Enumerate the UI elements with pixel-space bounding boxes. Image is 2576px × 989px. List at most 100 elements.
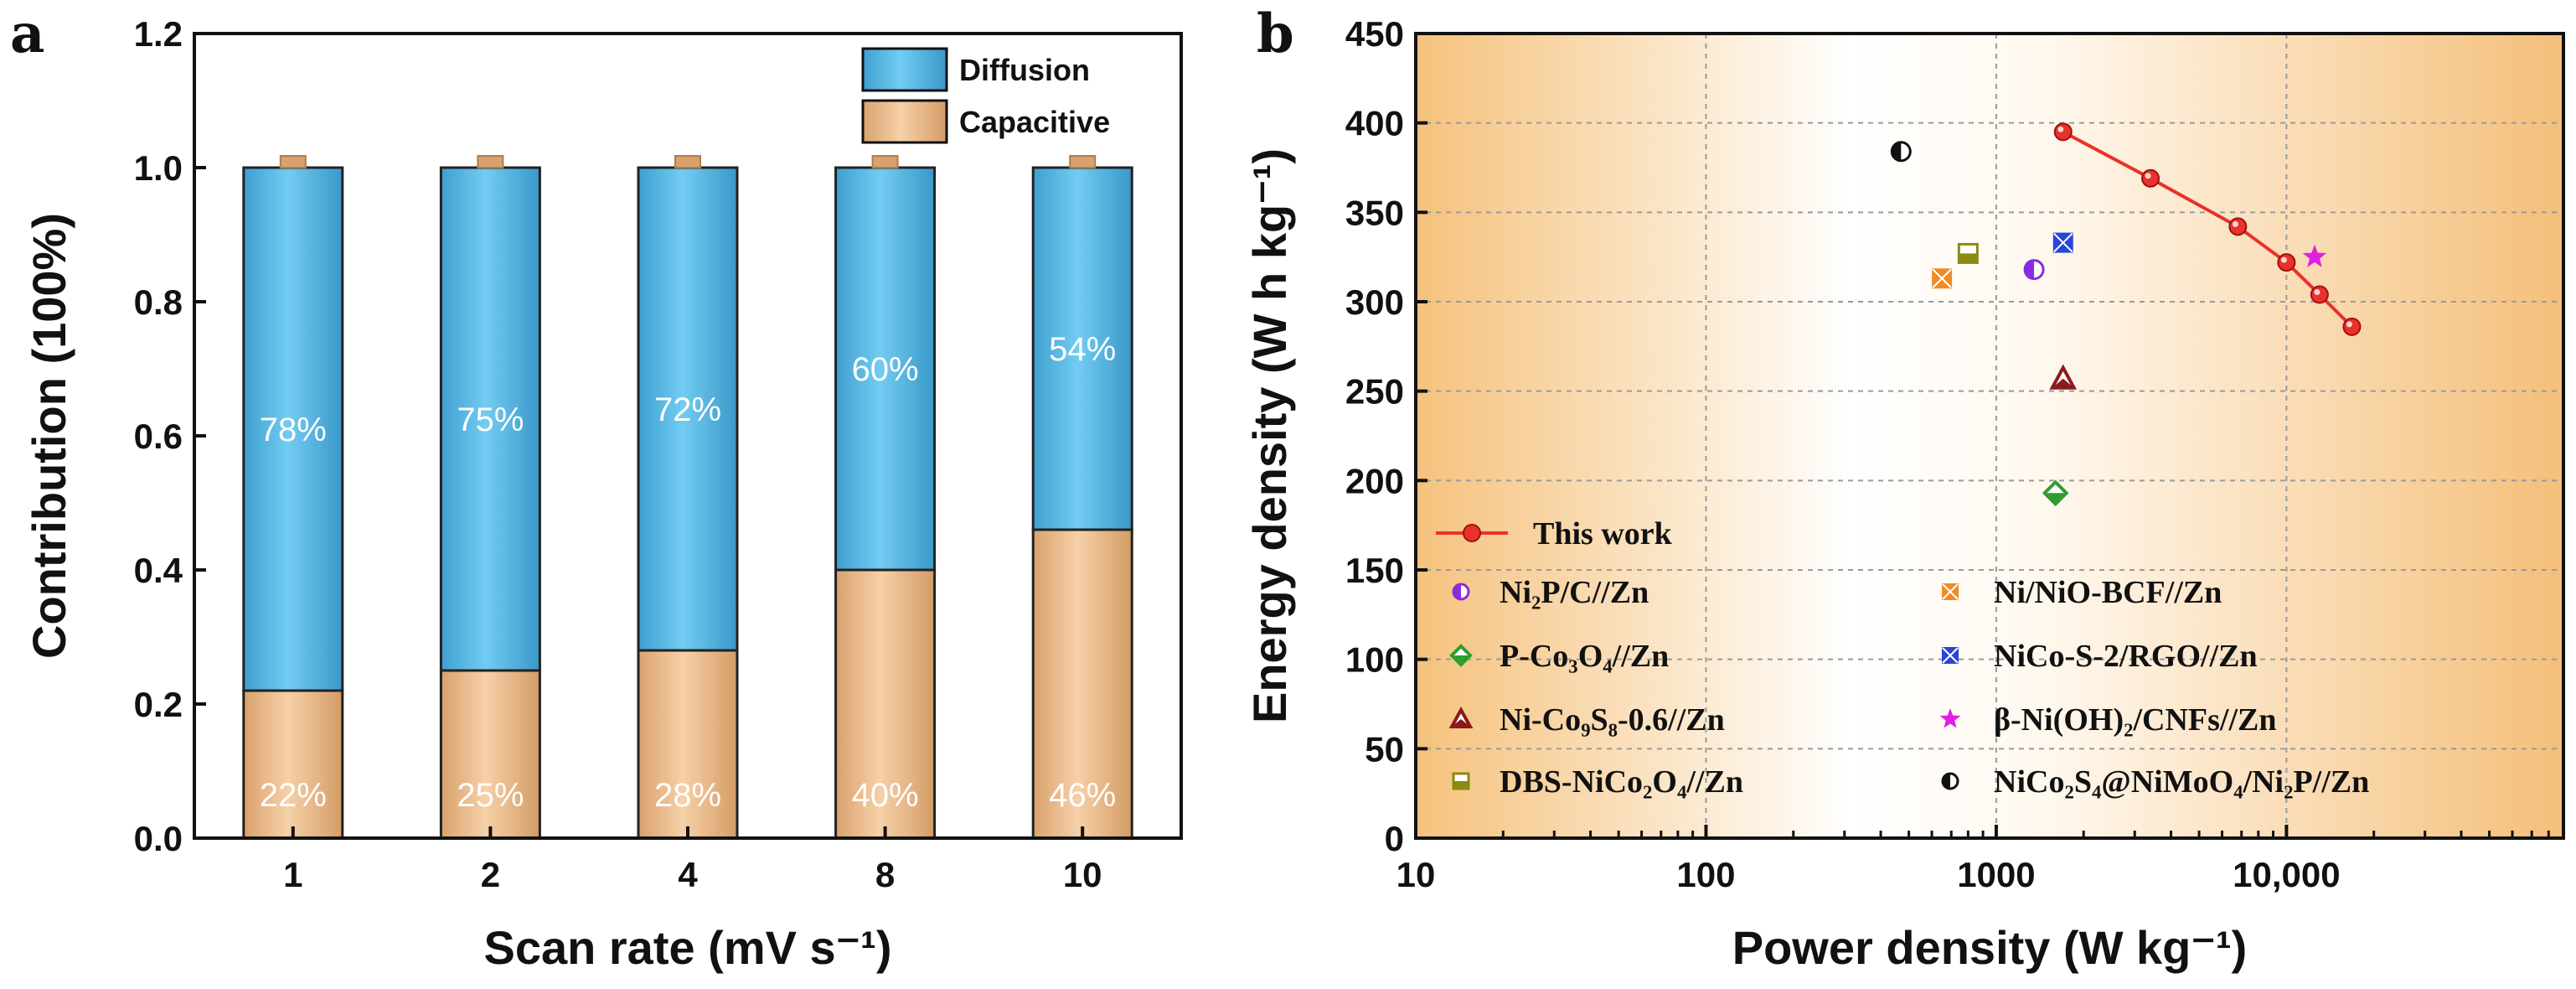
legend-capacitive-label: Capacitive: [959, 105, 1110, 139]
legend-reference-label: NiCo₂S₄@NiMoO₄/Ni₂P//Zn: [1994, 764, 2369, 800]
reference-point: [1957, 242, 1979, 264]
panel-b-ticks: 0 50 100 150 200 250 300 350 400 450 10 100 1000 10,0…: [1345, 14, 2550, 894]
b-xtick-label: 10: [1396, 855, 1436, 894]
a-xtick-label: 10: [1063, 855, 1102, 894]
legend-marker: [1942, 647, 1959, 664]
legend-reference-label: P-Co₃O₄//Zn: [1500, 639, 1669, 674]
capacitive-pct-label: 40%: [852, 777, 919, 814]
b-ytick-label: 50: [1365, 729, 1404, 769]
legend-marker: [1941, 772, 1959, 790]
capacitive-pct-label: 22%: [260, 777, 327, 814]
a-ytick-label: 0.2: [134, 685, 183, 724]
legend-this-work-label: This work: [1533, 516, 1673, 551]
bar-diffusion: [834, 166, 937, 572]
legend-reference-label: NiCo-S-2/RGO//Zn: [1994, 639, 2258, 674]
b-ytick-label: 300: [1345, 282, 1404, 322]
a-ytick-label: 1.0: [134, 148, 183, 188]
panel-b-background: [1416, 34, 2563, 838]
bar-diffusion: [637, 166, 739, 652]
panel-a-xlabel: Scan rate (mV s⁻¹): [483, 921, 891, 974]
reference-point: [2049, 364, 2078, 390]
reference-point: [2052, 232, 2073, 253]
error-cap: [871, 155, 899, 168]
error-cap: [279, 155, 307, 168]
reference-point: [2023, 259, 2045, 281]
b-ytick-label: 200: [1345, 461, 1404, 500]
this-work-point: [2277, 253, 2296, 272]
legend-reference-label: DBS-NiCo₂O₄//Zn: [1500, 764, 1743, 800]
this-work-point: [2141, 168, 2160, 188]
legend-this-work-marker: [1463, 524, 1481, 542]
a-xtick-label: 4: [678, 855, 698, 894]
bar-capacitive: [1031, 528, 1133, 840]
legend-marker: [1452, 772, 1470, 790]
a-xtick-label: 8: [875, 855, 895, 894]
panel-a-label: a: [10, 3, 44, 65]
reference-point: [1932, 268, 1953, 289]
error-cap: [1069, 155, 1097, 168]
error-cap: [674, 155, 701, 168]
legend-marker: [1449, 644, 1473, 667]
panel-b-label: b: [1257, 3, 1294, 65]
capacitive-pct-label: 46%: [1049, 777, 1116, 814]
panel-b-frame: [1414, 32, 2565, 840]
b-ytick-label: 100: [1345, 640, 1404, 680]
this-work-point: [2228, 217, 2248, 236]
b-ytick-label: 0: [1385, 819, 1404, 858]
a-ytick-label: 1.2: [134, 14, 183, 54]
legend-capacitive-swatch: [861, 99, 948, 144]
diffusion-pct-label: 75%: [457, 401, 524, 438]
b-ytick-label: 250: [1345, 372, 1404, 412]
legend-reference-label: Ni/NiO-BCF//Zn: [1994, 575, 2222, 610]
b-xtick-label: 100: [1676, 855, 1735, 894]
legend-diffusion-swatch: [861, 47, 948, 92]
a-ytick-label: 0.8: [134, 282, 183, 322]
bar-diffusion: [439, 166, 541, 672]
legend-marker: [1942, 583, 1959, 600]
panel-a-legend: Diffusion Capacitive: [861, 47, 1110, 144]
panel-a-ticks: 0.0 0.2 0.4 0.6 0.8 1.0 1.2: [134, 14, 206, 858]
b-xtick-label: 1000: [1957, 855, 2035, 894]
a-ytick-label: 0.6: [134, 417, 183, 456]
a-xtick-label: 2: [481, 855, 500, 894]
legend-diffusion-label: Diffusion: [959, 53, 1090, 87]
reference-point: [1890, 141, 1912, 163]
legend-reference-label: Ni₂P/C//Zn: [1500, 575, 1649, 610]
panel-a-bars: 78% 22% 1 75% 25% 2 72% 28% 4 60% 40% 8 54% 46% 10: [242, 155, 1133, 894]
diffusion-pct-label: 60%: [852, 351, 919, 388]
bar-capacitive: [242, 689, 344, 840]
panel-b-ylabel: Energy density (W h kg⁻¹): [1243, 148, 1296, 723]
bar-capacitive: [834, 568, 937, 840]
reference-point: [2302, 244, 2327, 267]
a-xtick-label: 1: [283, 855, 302, 894]
this-work-point: [2310, 285, 2329, 304]
legend-reference-label: β-Ni(OH)₂/CNFs//Zn: [1994, 702, 2277, 738]
diffusion-pct-label: 54%: [1049, 331, 1116, 368]
b-ytick-label: 450: [1345, 14, 1404, 54]
diffusion-pct-label: 72%: [654, 391, 721, 428]
a-ytick-label: 0.0: [134, 819, 183, 858]
bar-diffusion: [242, 166, 344, 692]
b-xtick-label: 10,000: [2233, 855, 2340, 894]
b-ytick-label: 400: [1345, 104, 1404, 143]
panel-b-grid: [1416, 34, 2563, 838]
legend-marker: [1452, 583, 1470, 601]
panel-b-xlabel: Power density (W kg⁻¹): [1732, 921, 2248, 974]
this-work-point: [2342, 317, 2362, 336]
panel-a-frame: [193, 32, 1183, 840]
error-cap: [477, 155, 504, 168]
bar-diffusion: [1031, 166, 1133, 531]
b-ytick-label: 150: [1345, 551, 1404, 590]
capacitive-pct-label: 25%: [457, 777, 524, 814]
reference-point: [2042, 479, 2069, 507]
diffusion-pct-label: 78%: [260, 412, 327, 448]
panel-b-series: [1890, 122, 2362, 507]
this-work-point: [2053, 122, 2073, 142]
bar-capacitive: [439, 669, 541, 840]
legend-marker: [1448, 706, 1474, 728]
panel-b-legend: This work Ni₂P/C//Zn Ni/NiO-BCF//Zn P-Co₃O₄…: [1436, 516, 2369, 800]
panel-a-ylabel: Contribution (100%): [23, 213, 75, 659]
legend-reference-label: Ni-Co₉S₈-0.6//Zn: [1500, 702, 1725, 738]
legend-marker: [1939, 708, 1961, 728]
